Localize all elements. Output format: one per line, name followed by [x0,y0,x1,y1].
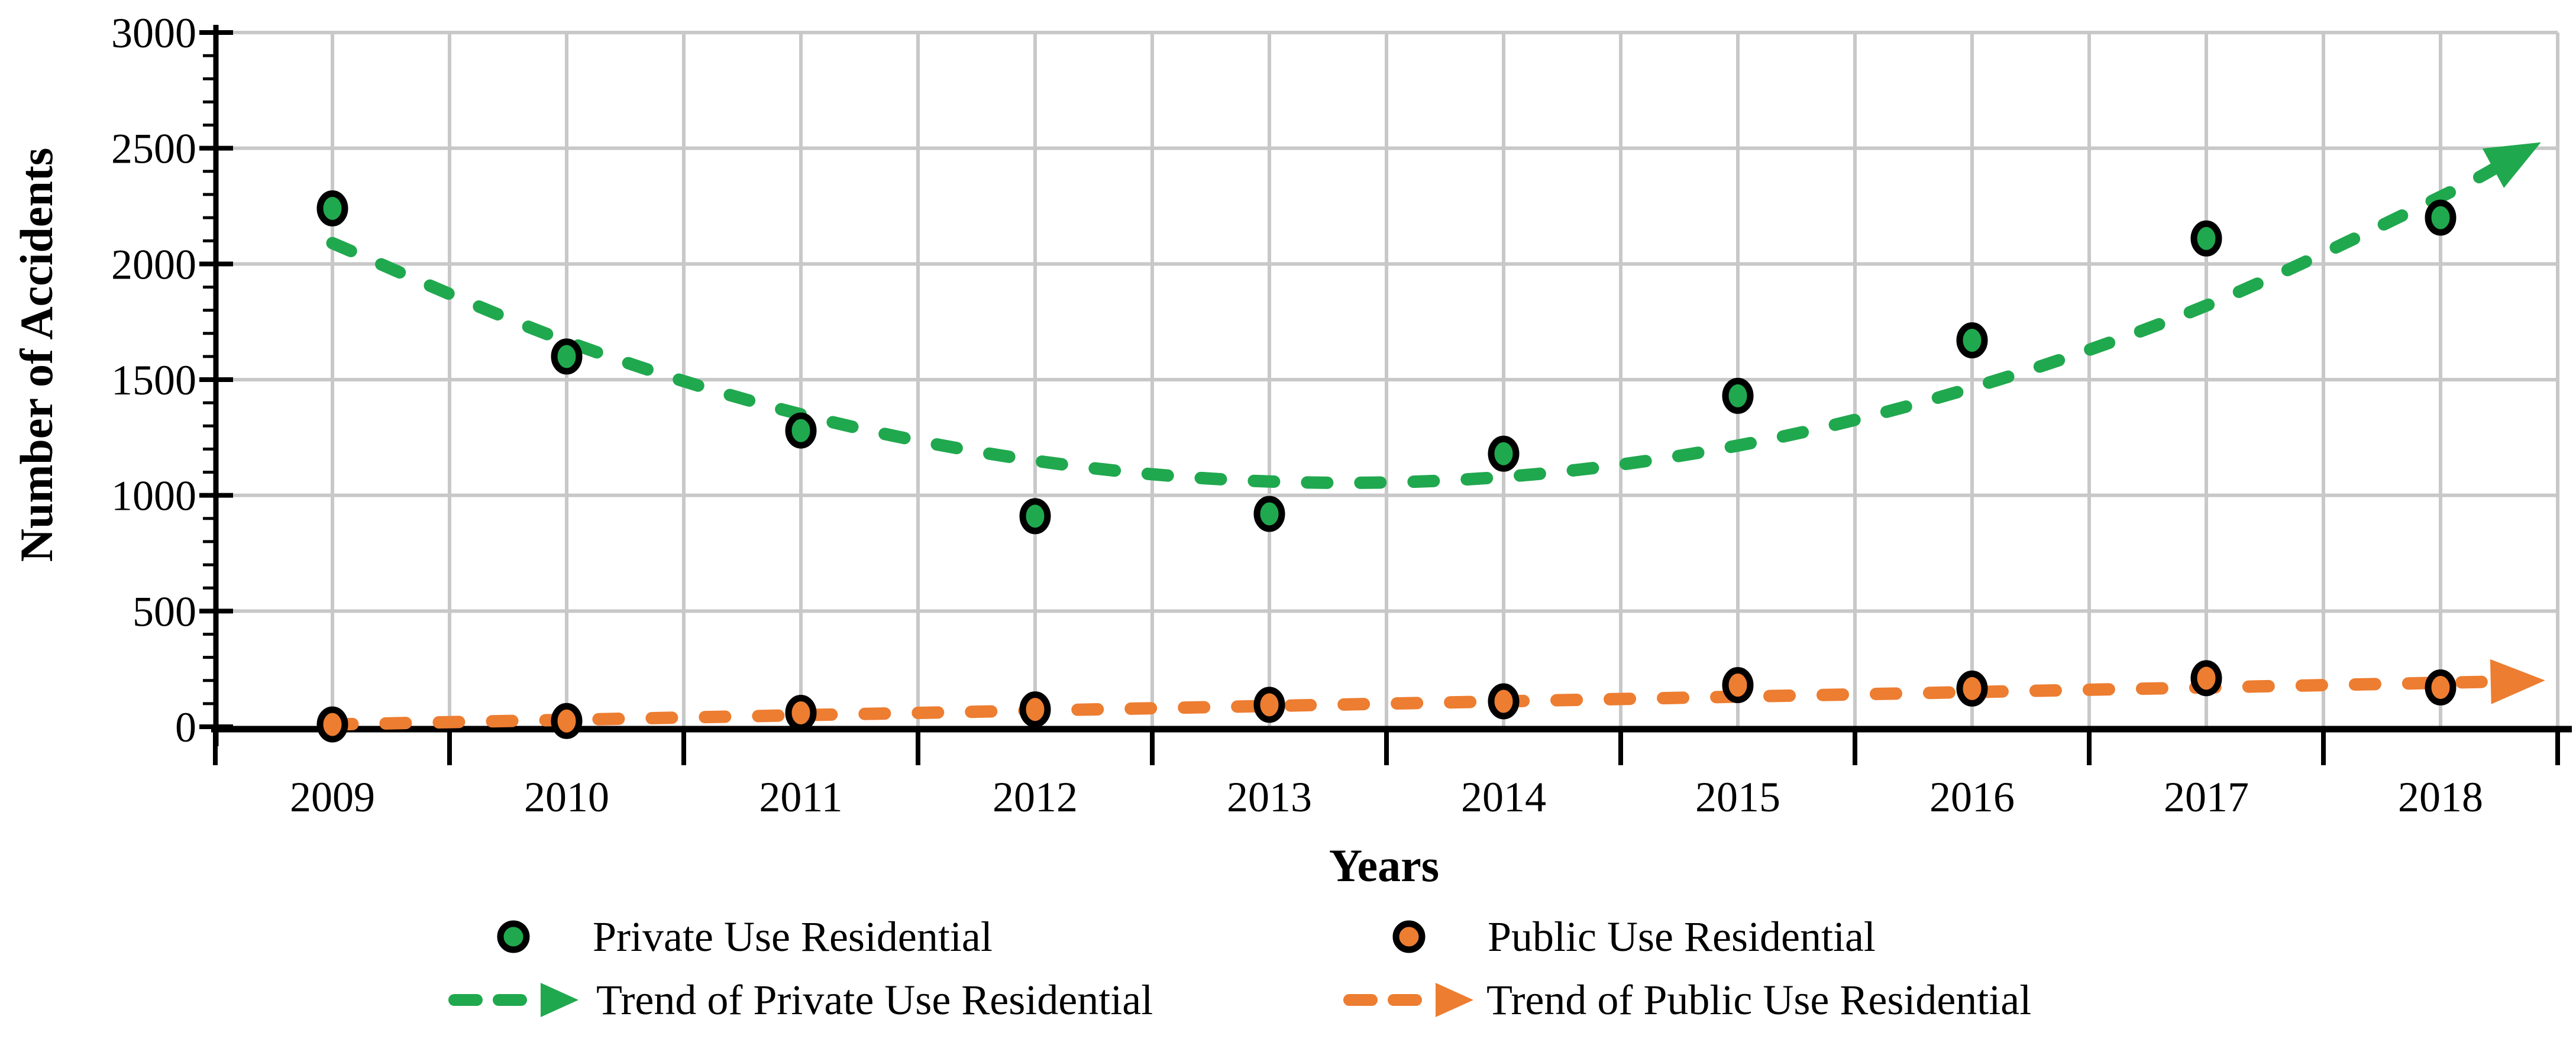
scatter-point [2425,199,2457,236]
trend-arrowhead-icon [2490,659,2545,704]
x-tick-label: 2014 [1461,773,1546,821]
legend-item-trend-private: Trend of Private Use Residential [448,976,1153,1024]
x-tick-label: 2012 [993,773,1078,821]
trend-line [326,152,2517,489]
data-points [316,190,2457,743]
x-tick-label: 2013 [1227,773,1312,821]
scatter-point [2425,669,2457,705]
trend-arrowhead-icon [2482,142,2541,188]
legend: Private Use Residential Public Use Resid… [448,913,2031,1024]
x-tick-label: 2009 [290,773,375,821]
y-tick-label: 2000 [111,241,196,288]
x-tick-label: 2018 [2398,773,2483,821]
legend-item-private: Private Use Residential [497,913,993,960]
scatter-point [1722,667,1754,704]
scatter-point [1253,687,1285,723]
legend-item-public: Public Use Residential [1392,913,1876,960]
y-axis-title: Number of Accidents [11,148,62,562]
trend-private-arrow-icon [541,983,578,1017]
y-tick-label: 2500 [111,125,196,173]
x-axis-tick-labels: 2009 2010 2011 2012 2013 2014 2015 2016 2017 2018 [290,773,2483,821]
public-marker-icon [1392,920,1426,953]
scatter-point [551,338,583,375]
trend-line [326,675,2517,731]
y-tick-label: 1000 [111,472,196,520]
scatter-point [316,190,348,226]
scatter-point [785,695,817,731]
scatter-point [1956,670,1988,707]
scatter-point [1488,683,1520,720]
x-tick-label: 2010 [524,773,609,821]
legend-label-public: Public Use Residential [1488,913,1876,960]
scatter-point [785,412,817,449]
scatter-point [2190,660,2222,697]
y-tick-label: 1500 [111,357,196,404]
legend-label-trend-public: Trend of Public Use Residential [1486,976,2031,1024]
scatter-point [2190,220,2222,257]
legend-item-trend-public: Trend of Public Use Residential [1343,976,2031,1024]
scatter-point [1956,322,1988,358]
scatter-point [1722,377,1754,414]
x-tick-label: 2017 [2164,773,2249,821]
y-axis-tick-labels: 0 500 1000 1500 2000 2500 3000 [111,9,196,751]
x-axis-ticks [213,729,2560,765]
scatter-point [551,703,583,739]
vertical-gridlines [331,33,2559,727]
scatter-point [1488,435,1520,472]
scatter-point [1019,691,1051,728]
legend-label-private: Private Use Residential [593,913,993,960]
x-axis-title: Years [1329,840,1439,891]
x-tick-label: 2015 [1695,773,1780,821]
x-tick-label: 2011 [759,773,842,821]
trend-public-arrow-icon [1436,983,1473,1017]
scatter-point [316,706,348,743]
private-marker-icon [497,920,530,953]
x-tick-label: 2016 [1929,773,2015,821]
y-tick-label: 3000 [111,9,196,57]
y-tick-label: 0 [175,704,196,751]
scatter-point [1019,498,1051,535]
y-axis-ticks [199,30,233,729]
scatter-point [1253,496,1285,532]
legend-label-trend-private: Trend of Private Use Residential [596,976,1153,1024]
y-tick-label: 500 [132,588,196,635]
axes [211,25,2572,746]
